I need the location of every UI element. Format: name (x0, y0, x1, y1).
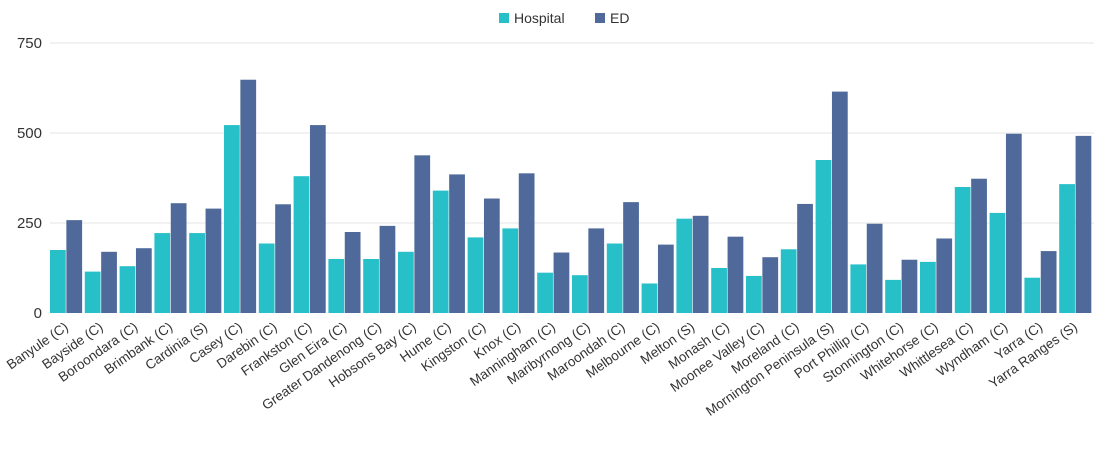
bar-ed (1005, 133, 1022, 313)
bar-hospital (780, 249, 797, 313)
bar-hospital (676, 218, 693, 313)
bar-hospital (537, 272, 553, 313)
bar-ed (762, 257, 779, 313)
bar-ed (170, 203, 187, 313)
bar-hospital (224, 125, 240, 313)
bar-hospital (954, 187, 971, 313)
bar-hospital (467, 237, 484, 313)
legend-label-hospital: Hospital (514, 10, 565, 26)
bar-ed (309, 125, 326, 313)
y-tick-label: 0 (34, 305, 42, 322)
bar-ed (205, 208, 222, 313)
bar-ed (971, 178, 987, 313)
bar-ed (727, 236, 744, 313)
bar-ed (275, 204, 291, 313)
bar-ed (588, 228, 605, 313)
bar-ed (553, 252, 570, 313)
bar-ed (657, 244, 674, 313)
bar-hospital (328, 259, 345, 313)
bar-hospital (189, 233, 205, 313)
bar-hospital (572, 275, 588, 313)
legend-swatch-ed (595, 13, 605, 23)
bar-hospital (258, 243, 275, 313)
bar-hospital (1059, 184, 1075, 313)
bar-hospital (502, 228, 519, 313)
bar-hospital (711, 268, 727, 313)
bar-ed (936, 238, 953, 313)
bar-ed (344, 232, 361, 313)
gridlines (50, 42, 1094, 224)
bar-ed (831, 91, 848, 313)
bar-ed (240, 79, 257, 313)
y-axis-ticks: 0 250 500 750 (17, 35, 42, 322)
bar-hospital (154, 233, 171, 313)
bar-ed (66, 220, 83, 313)
bar-hospital (398, 251, 414, 313)
bar-hospital (119, 266, 136, 313)
bar-hospital (815, 160, 832, 313)
y-tick-label: 250 (17, 215, 42, 232)
bar-hospital (920, 261, 936, 313)
bar-hospital (989, 212, 1006, 313)
bar-ed (1075, 135, 1092, 313)
bar-hospital (885, 279, 901, 313)
bar-hospital (293, 176, 310, 313)
y-tick-label: 500 (17, 125, 42, 142)
bar-ed (901, 259, 918, 313)
bar-hospital (50, 250, 66, 313)
bar-ed (518, 173, 535, 313)
bar-ed (623, 202, 639, 313)
bar-ed (483, 198, 500, 313)
legend-swatch-hospital (499, 13, 509, 23)
bar-ed (414, 155, 431, 313)
bar-hospital (363, 259, 379, 313)
bar-ed (135, 248, 152, 313)
bar-ed (101, 251, 117, 313)
legend-label-ed: ED (610, 10, 629, 26)
x-axis-ticks: Banyule (C)Bayside (C)Boroondara (C)Brim… (4, 319, 1080, 419)
bar-hospital (641, 283, 658, 313)
bar-hospital (606, 243, 623, 313)
bar-ed (379, 225, 396, 313)
bar-hospital (746, 275, 762, 313)
bar-ed (1040, 251, 1057, 313)
bar-ed (692, 215, 709, 313)
legend: Hospital ED (499, 10, 629, 26)
bar-ed (797, 203, 813, 313)
bars (50, 79, 1092, 313)
bar-ed (866, 223, 883, 313)
bar-ed (449, 174, 465, 313)
y-tick-label: 750 (17, 35, 42, 52)
bar-hospital (432, 190, 449, 313)
bar-hospital (850, 264, 867, 313)
bar-hospital (1024, 277, 1041, 313)
bar-hospital (84, 271, 101, 313)
